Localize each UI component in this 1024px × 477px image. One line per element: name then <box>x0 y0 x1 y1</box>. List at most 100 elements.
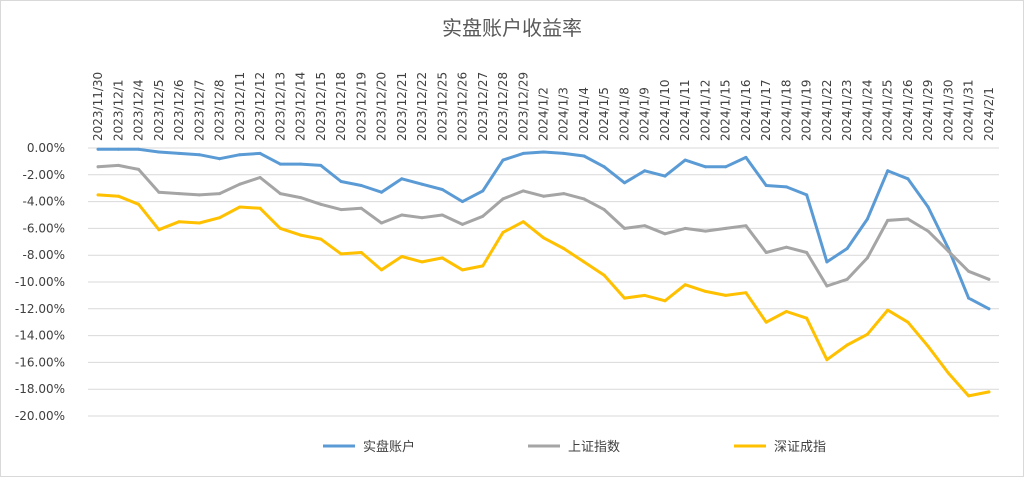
data-point <box>987 390 991 394</box>
data-point <box>764 184 768 187</box>
x-tick-label: 2024/1/25 <box>881 79 895 141</box>
data-point <box>278 226 282 230</box>
data-point <box>805 251 809 254</box>
data-point <box>400 213 404 217</box>
data-point <box>116 147 120 151</box>
data-point <box>663 299 667 303</box>
data-point <box>906 177 910 181</box>
data-point <box>521 220 525 224</box>
x-tick-label: 2024/1/3 <box>557 87 571 141</box>
data-point <box>602 208 606 212</box>
legend-label: 深证成指 <box>774 440 826 455</box>
data-point <box>501 197 505 201</box>
data-point <box>177 192 181 196</box>
data-point <box>744 224 748 228</box>
x-tick-label: 2023/12/11 <box>233 72 247 141</box>
data-point <box>987 277 991 281</box>
x-tick-label: 2023/12/8 <box>213 79 227 141</box>
series-lines <box>96 147 991 398</box>
legend-label: 实盘账户 <box>363 439 415 455</box>
data-point <box>420 182 424 186</box>
data-point <box>96 147 100 151</box>
data-point <box>218 216 222 220</box>
data-point <box>724 226 728 230</box>
data-point <box>946 371 950 375</box>
data-point <box>643 169 647 173</box>
data-point <box>683 158 687 162</box>
data-point <box>663 174 667 178</box>
x-tick-label: 2024/1/29 <box>921 79 935 141</box>
data-point <box>177 220 181 224</box>
data-point <box>784 245 788 249</box>
y-tick-label: -14.00% <box>15 329 65 343</box>
data-point <box>197 153 201 157</box>
legend: 实盘账户 上证指数 深证成指 <box>323 439 826 455</box>
data-point <box>116 163 120 167</box>
data-point <box>461 222 464 226</box>
data-point <box>299 196 303 200</box>
data-point <box>582 197 586 201</box>
data-point <box>623 296 626 300</box>
y-tick-label: -6.00% <box>23 221 65 235</box>
x-tick-label: 2024/1/17 <box>759 79 773 141</box>
data-point <box>805 316 809 320</box>
data-point <box>967 269 971 273</box>
x-axis-ticks: 2023/11/30 2023/12/1 2023/12/4 2023/12/5 202… <box>91 72 996 141</box>
legend-label: 上证指数 <box>568 440 620 455</box>
data-point <box>886 218 890 222</box>
data-point <box>987 307 991 311</box>
data-point <box>137 167 141 171</box>
data-point <box>663 232 667 236</box>
data-point <box>501 230 505 234</box>
x-tick-label: 2023/12/27 <box>476 72 490 141</box>
data-point <box>461 200 464 204</box>
data-point <box>926 205 930 209</box>
data-point <box>805 193 809 197</box>
y-tick-label: -10.00% <box>15 275 65 289</box>
legend-item: 实盘账户 <box>323 439 415 455</box>
x-tick-label: 2023/12/7 <box>192 79 206 141</box>
x-tick-label: 2024/1/2 <box>537 87 551 141</box>
x-tick-label: 2023/12/18 <box>334 72 348 141</box>
data-point <box>623 226 626 230</box>
data-point <box>825 260 829 264</box>
data-point <box>744 291 748 295</box>
data-point <box>562 151 566 155</box>
x-tick-label: 2023/12/4 <box>132 79 146 141</box>
data-point <box>764 251 768 254</box>
data-point <box>440 256 444 260</box>
legend-item: 上证指数 <box>528 440 620 455</box>
x-tick-label: 2024/1/4 <box>577 87 591 141</box>
x-tick-label: 2023/12/15 <box>314 72 328 141</box>
data-point <box>744 155 748 159</box>
data-point <box>258 206 262 210</box>
x-tick-label: 2023/11/30 <box>91 72 105 141</box>
y-tick-label: -2.00% <box>23 168 65 182</box>
series-2 <box>96 193 991 398</box>
x-tick-label: 2024/1/23 <box>840 79 854 141</box>
data-point <box>359 184 363 187</box>
data-point <box>278 192 282 196</box>
data-point <box>886 169 890 173</box>
x-tick-label: 2023/12/28 <box>496 72 510 141</box>
x-tick-label: 2023/12/1 <box>111 79 125 141</box>
data-point <box>258 176 262 179</box>
data-point <box>865 256 869 260</box>
data-point <box>582 154 586 158</box>
data-point <box>825 358 829 362</box>
data-point <box>704 229 707 233</box>
data-point <box>683 283 687 287</box>
data-point <box>784 185 788 189</box>
data-point <box>521 189 525 193</box>
data-point <box>96 193 100 197</box>
data-point <box>137 147 141 151</box>
x-tick-label: 2023/12/12 <box>253 72 267 141</box>
x-tick-label: 2024/1/9 <box>638 87 652 141</box>
data-point <box>319 202 323 206</box>
data-point <box>238 182 242 186</box>
x-tick-label: 2024/1/11 <box>678 79 692 141</box>
data-point <box>825 284 829 288</box>
data-point <box>643 224 647 228</box>
x-tick-label: 2024/1/30 <box>941 79 955 141</box>
x-tick-label: 2024/1/5 <box>597 87 611 141</box>
